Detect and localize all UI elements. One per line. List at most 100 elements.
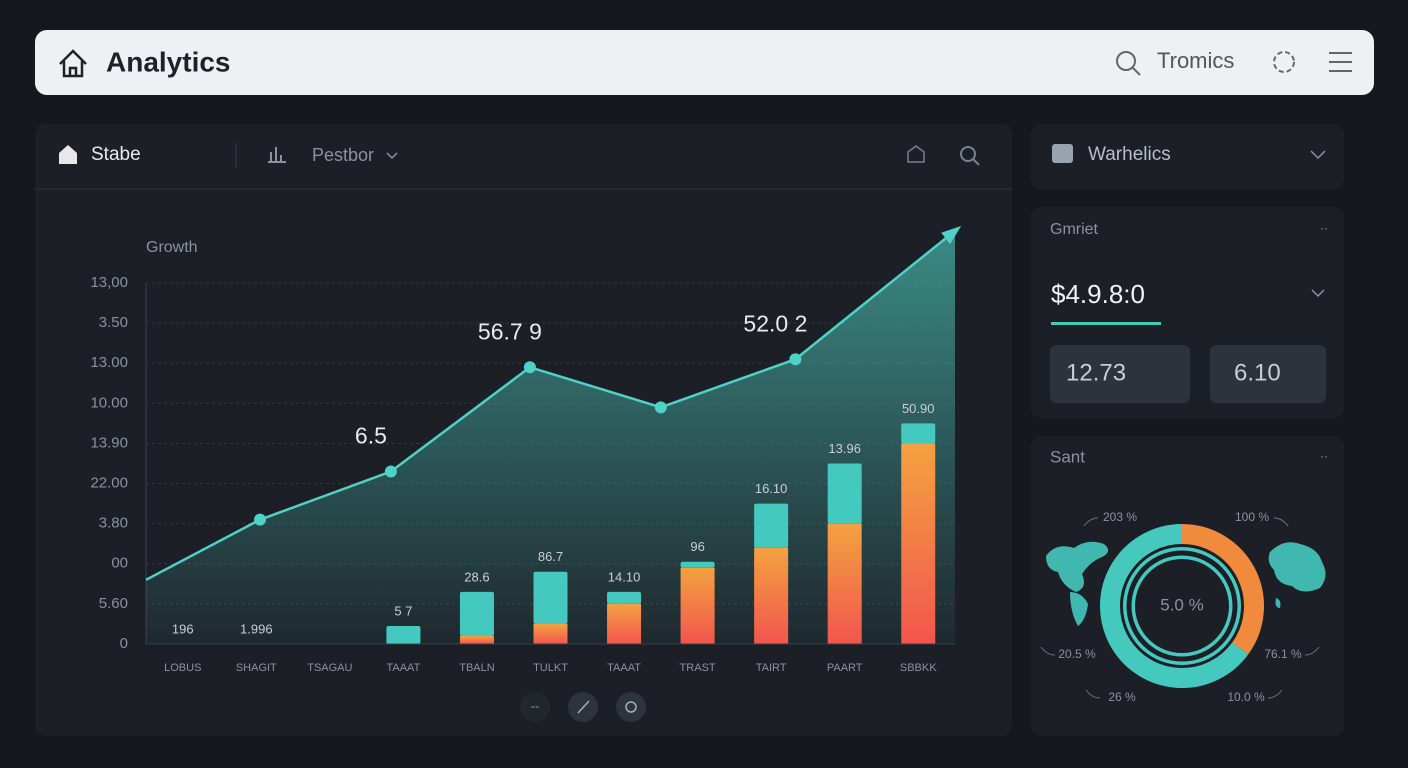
line-area xyxy=(146,230,955,644)
bar-segment xyxy=(459,635,494,644)
pager-button[interactable] xyxy=(616,692,646,722)
home-icon[interactable] xyxy=(59,49,87,78)
line-arrowhead xyxy=(941,225,962,244)
y-tick-label: 10.00 xyxy=(90,394,128,411)
line-label: 56.7 9 xyxy=(478,318,542,344)
donut-segment xyxy=(1181,524,1264,655)
menu-icon[interactable] xyxy=(1329,52,1352,72)
value-underline xyxy=(1051,322,1161,325)
y-tick-label: 22.00 xyxy=(90,475,128,492)
tab[interactable]: Pestbor xyxy=(312,145,374,165)
tab-icon xyxy=(59,145,77,164)
map-decoration xyxy=(1268,542,1326,608)
line-point xyxy=(523,361,536,374)
callout-leader xyxy=(1083,517,1099,527)
card xyxy=(1031,436,1344,736)
line-point xyxy=(384,465,397,478)
bar-segment xyxy=(533,623,568,644)
donut-inner-ring xyxy=(1126,550,1238,662)
y-tick-label: 13,00 xyxy=(90,274,128,291)
chart: 0 5.60 00 3.80 22.00 13.90 10.00 13.00 3.50 13,00… xyxy=(90,225,962,674)
chart-title: Growth xyxy=(146,239,198,256)
x-tick-label: TAAAT xyxy=(607,662,641,674)
chevron xyxy=(1310,150,1326,160)
bar-segment xyxy=(607,603,642,644)
bar-segment xyxy=(827,523,862,644)
x-tick-label: TAAAT xyxy=(386,662,420,674)
bar-label: 1.996 xyxy=(240,621,273,636)
home-icon[interactable] xyxy=(907,145,925,163)
settings-icon[interactable] xyxy=(1273,51,1295,73)
donut-callout: 10.0 % xyxy=(1227,690,1265,704)
stat-box xyxy=(1210,345,1326,403)
search-icon[interactable] xyxy=(960,146,976,162)
callout-leader xyxy=(1273,517,1289,527)
x-tick-label: TRAST xyxy=(680,662,716,674)
bar-segment xyxy=(680,567,715,644)
callout-leader xyxy=(1267,689,1283,699)
donut-chart: 5.0 % 203 % 100 % 20.5 % 76.1 % 26 % 10.0 % xyxy=(1040,510,1320,704)
dropdown-icon xyxy=(1052,144,1073,163)
donut-segment xyxy=(1100,524,1249,688)
chevron xyxy=(1311,289,1325,298)
bar-segment xyxy=(386,625,421,644)
bar-label: 16.10 xyxy=(755,481,788,496)
bar-segment xyxy=(901,423,936,444)
bar-label: 196 xyxy=(172,621,194,636)
bar-label: 14.10 xyxy=(608,569,641,584)
bar-label: 28.6 xyxy=(464,569,489,584)
bar-segment xyxy=(607,591,642,604)
header-title: Analytics xyxy=(106,46,231,77)
y-tick-label: 5.60 xyxy=(99,595,128,612)
y-tick-label: 3.50 xyxy=(99,314,128,331)
x-tick-label: SBBKK xyxy=(900,662,937,674)
x-tick-label: TSAGAU xyxy=(307,662,352,674)
bar-segment xyxy=(901,443,936,644)
callout-leader xyxy=(1304,646,1320,656)
dropdown[interactable] xyxy=(1031,124,1344,189)
donut-callout: 26 % xyxy=(1108,690,1136,704)
bar-segment xyxy=(533,571,568,624)
bar-segment xyxy=(754,503,789,548)
search-text[interactable]: Tromics xyxy=(1157,48,1234,73)
stat-value: 12.73 xyxy=(1066,359,1126,386)
line-label: 6.5 xyxy=(355,423,387,449)
callout-leader xyxy=(1085,689,1101,699)
bar-label: 86.7 xyxy=(538,549,563,564)
x-tick-label: TBALN xyxy=(459,662,495,674)
pager-label: -- xyxy=(531,698,540,713)
header-bar xyxy=(35,30,1374,95)
donut-callout: 100 % xyxy=(1235,510,1269,524)
x-tick-label: TULKT xyxy=(533,662,568,674)
y-tick-label: 13.90 xyxy=(90,434,128,451)
tab-icon xyxy=(268,147,286,163)
bar-label: 13.96 xyxy=(828,441,861,456)
bar-segment xyxy=(459,591,494,636)
callout-leader xyxy=(1040,646,1056,656)
bar-segment xyxy=(680,561,715,568)
stat-value: 6.10 xyxy=(1234,359,1281,386)
line-point xyxy=(654,401,667,414)
card-value: $4.9.8:0 xyxy=(1051,279,1145,309)
line-point xyxy=(253,513,266,526)
card-title: Sant xyxy=(1050,447,1085,466)
line-label: 52.0 2 xyxy=(743,310,807,336)
bar-label: 5 7 xyxy=(394,603,412,618)
tab[interactable]: Stabe xyxy=(91,144,141,165)
bar-segment xyxy=(754,547,789,644)
pager-icon xyxy=(577,700,590,714)
bar-label: 96 xyxy=(690,539,704,554)
y-tick-label: 00 xyxy=(111,555,128,572)
donut-callout: 20.5 % xyxy=(1058,647,1096,661)
search-icon-handle xyxy=(1132,67,1141,76)
dropdown-label: Warhelics xyxy=(1088,144,1171,165)
y-tick-label: 0 xyxy=(120,635,128,652)
card-menu[interactable]: ·· xyxy=(1320,221,1328,235)
pager-icon xyxy=(625,701,637,713)
bar-label: 50.90 xyxy=(902,401,935,416)
card-menu[interactable]: ·· xyxy=(1320,449,1328,463)
stat-box xyxy=(1050,345,1190,403)
search-icon[interactable] xyxy=(1116,51,1136,71)
pager-button[interactable] xyxy=(520,692,550,722)
